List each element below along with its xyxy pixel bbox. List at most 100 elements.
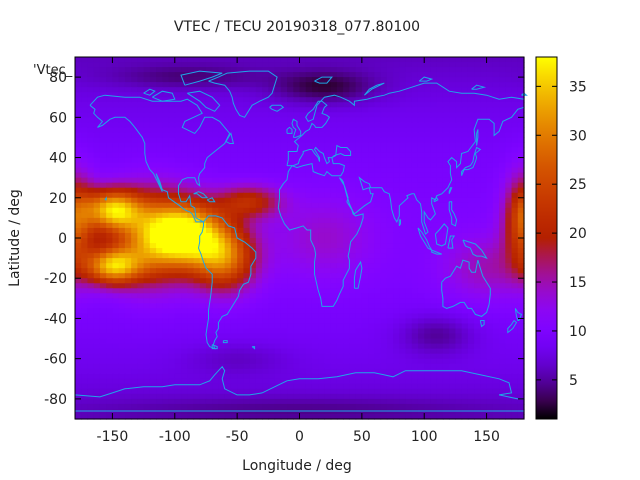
heatmap-cell xyxy=(349,333,357,340)
heatmap-cell xyxy=(517,162,525,169)
heatmap-cell xyxy=(449,253,457,259)
heatmap-cell xyxy=(474,348,481,355)
heatmap-cell xyxy=(355,258,363,264)
heatmap-cell xyxy=(355,243,363,249)
heatmap-cell xyxy=(474,368,481,375)
heatmap-cell xyxy=(517,338,525,345)
heatmap-cell xyxy=(237,283,244,289)
heatmap-cell xyxy=(268,348,276,355)
heatmap-cell xyxy=(274,192,282,199)
heatmap-cell xyxy=(361,207,369,214)
heatmap-cell xyxy=(255,127,263,134)
heatmap-cell xyxy=(517,127,525,134)
heatmap-cell xyxy=(480,383,488,390)
heatmap-cell xyxy=(249,373,257,380)
heatmap-cell xyxy=(355,172,363,179)
heatmap-cell xyxy=(162,122,170,128)
heatmap-cell xyxy=(467,172,475,179)
heatmap-cell xyxy=(405,293,413,299)
heatmap-cell xyxy=(374,142,382,149)
heatmap-cell xyxy=(449,353,457,360)
heatmap-cell xyxy=(417,283,425,289)
heatmap-cell xyxy=(436,177,444,184)
heatmap-cell xyxy=(137,258,145,264)
heatmap-cell xyxy=(305,238,313,244)
heatmap-cell xyxy=(330,298,338,304)
heatmap-cell xyxy=(237,177,244,184)
heatmap-cell xyxy=(106,137,114,144)
heatmap-cell xyxy=(75,172,82,179)
heatmap-cell xyxy=(393,77,400,83)
heatmap-cell xyxy=(349,303,357,309)
heatmap-cell xyxy=(361,373,369,380)
heatmap-cell xyxy=(386,167,394,174)
heatmap-cell xyxy=(430,268,438,274)
heatmap-cell xyxy=(417,243,425,249)
heatmap-cell xyxy=(380,338,388,345)
heatmap-cell xyxy=(205,338,213,345)
heatmap-cell xyxy=(218,333,226,340)
heatmap-cell xyxy=(205,227,213,234)
heatmap-cell xyxy=(467,192,475,199)
heatmap-cell xyxy=(131,303,138,309)
heatmap-cell xyxy=(374,152,382,159)
heatmap-cell xyxy=(343,182,350,189)
heatmap-cell xyxy=(237,298,244,304)
heatmap-cell xyxy=(137,137,145,144)
heatmap-cell xyxy=(305,343,313,350)
heatmap-cell xyxy=(349,217,357,224)
heatmap-cell xyxy=(455,152,463,159)
heatmap-cell xyxy=(218,182,226,189)
heatmap-cell xyxy=(137,368,145,375)
heatmap-cell xyxy=(149,368,157,375)
heatmap-cell xyxy=(455,132,463,139)
heatmap-cell xyxy=(374,368,382,375)
heatmap-cell xyxy=(442,147,450,154)
heatmap-cell xyxy=(118,393,126,400)
heatmap-cell xyxy=(93,222,101,229)
heatmap-cell xyxy=(505,152,513,159)
heatmap-cell xyxy=(374,258,382,264)
heatmap-cell xyxy=(349,268,357,274)
heatmap-cell xyxy=(442,303,450,309)
heatmap-cell xyxy=(492,57,500,63)
heatmap-cell xyxy=(249,107,257,113)
heatmap-cell xyxy=(118,137,126,144)
heatmap-cell xyxy=(75,268,82,274)
heatmap-cell xyxy=(436,288,444,294)
heatmap-cell xyxy=(474,207,481,214)
heatmap-cell xyxy=(268,378,276,385)
heatmap-cell xyxy=(274,97,282,103)
heatmap-cell xyxy=(187,298,195,304)
heatmap-cell xyxy=(442,187,450,194)
heatmap-cell xyxy=(305,393,313,400)
heatmap-cell xyxy=(218,212,226,219)
heatmap-cell xyxy=(330,243,338,249)
heatmap-cell xyxy=(386,137,394,144)
heatmap-cell xyxy=(355,227,363,234)
heatmap-cell xyxy=(187,313,195,320)
heatmap-cell xyxy=(368,217,375,224)
heatmap-cell xyxy=(187,378,195,385)
heatmap-cell xyxy=(474,318,481,325)
heatmap-cell xyxy=(411,283,419,289)
heatmap-cell xyxy=(87,383,95,390)
heatmap-cell xyxy=(455,82,463,88)
heatmap-cell xyxy=(143,57,151,63)
heatmap-cell xyxy=(280,57,288,63)
heatmap-cell xyxy=(343,117,350,123)
heatmap-cell xyxy=(143,358,151,365)
heatmap-cell xyxy=(212,137,220,144)
heatmap-cell xyxy=(280,283,288,289)
heatmap-cell xyxy=(343,338,350,345)
heatmap-cell xyxy=(131,207,138,214)
heatmap-cell xyxy=(118,127,126,134)
heatmap-cell xyxy=(449,358,457,365)
heatmap-cell xyxy=(187,248,195,254)
heatmap-cell xyxy=(405,268,413,274)
heatmap-cell xyxy=(187,87,195,93)
heatmap-cell xyxy=(399,192,407,199)
heatmap-cell xyxy=(156,293,163,299)
heatmap-cell xyxy=(411,67,419,73)
heatmap-cell xyxy=(131,107,138,113)
